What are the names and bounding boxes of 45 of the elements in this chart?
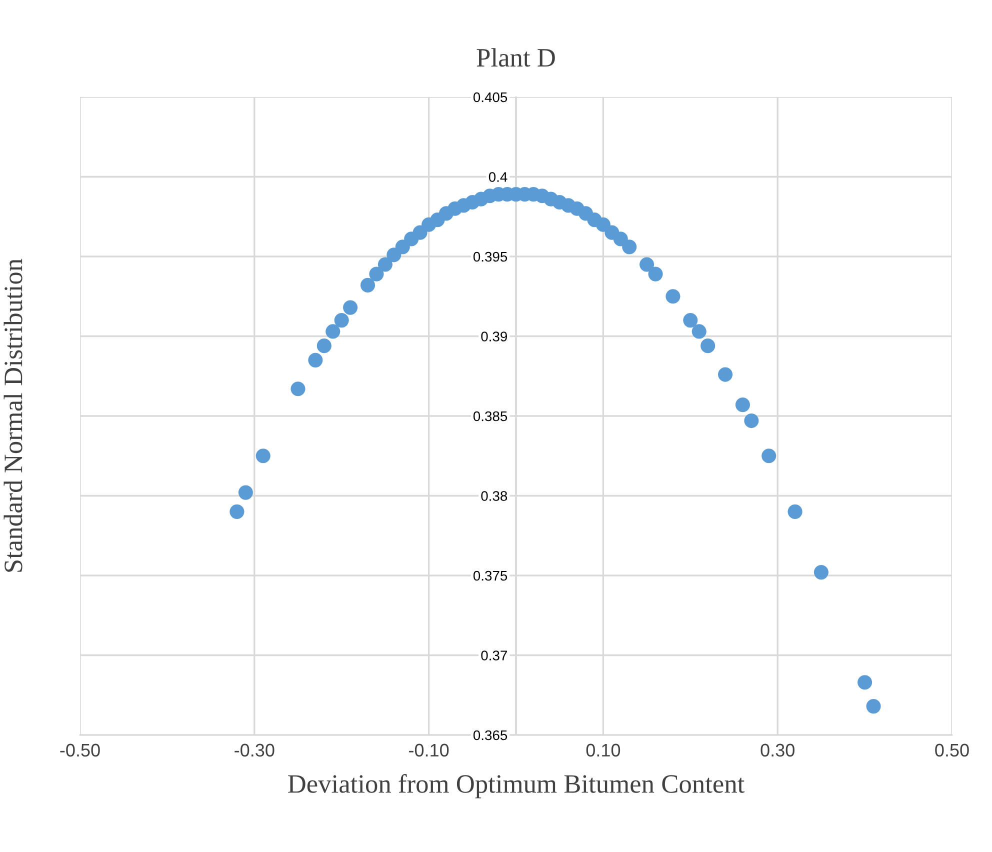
- point: [788, 504, 802, 519]
- point: [622, 240, 637, 254]
- x-tick-label: -0.10: [409, 744, 449, 757]
- x-tick-label: 0.50: [935, 744, 969, 757]
- point: [744, 414, 759, 428]
- point: [666, 289, 680, 304]
- point: [718, 367, 733, 382]
- point: [316, 338, 332, 354]
- point: [326, 324, 340, 339]
- point: [238, 485, 253, 500]
- point: [866, 699, 881, 714]
- point: [360, 278, 376, 292]
- x-axis-title: Deviation from Optimum Bitumen Content: [288, 774, 745, 798]
- x-tick-label: -0.50: [60, 744, 100, 757]
- point: [735, 398, 750, 412]
- point: [683, 313, 698, 328]
- y-tick-label: 0.385: [473, 411, 508, 422]
- point: [308, 352, 323, 368]
- y-tick-label: 0.395: [473, 252, 508, 262]
- point: [700, 338, 716, 354]
- point: [378, 257, 392, 272]
- point: [648, 266, 663, 282]
- y-tick-label: 0.405: [473, 92, 508, 102]
- y-tick-label: 0.38: [481, 491, 508, 501]
- point: [334, 313, 349, 328]
- point: [256, 448, 270, 464]
- point: [814, 565, 828, 580]
- point: [290, 382, 306, 396]
- point: [369, 266, 384, 282]
- point: [692, 324, 706, 339]
- x-tick-label: 0.30: [760, 744, 794, 757]
- point: [858, 675, 872, 690]
- x-tick-label: 0.10: [586, 744, 620, 757]
- y-tick-label: 0.365: [473, 730, 508, 740]
- x-tick-label: -0.30: [234, 744, 274, 757]
- y-tick-label: 0.39: [481, 332, 508, 342]
- chart-title: Plant D: [476, 48, 555, 67]
- y-tick-label: 0.37: [481, 650, 507, 660]
- point: [230, 504, 244, 519]
- y-tick-label: 0.4: [488, 172, 508, 182]
- y-axis-title: Standard Normal Distribution: [4, 258, 22, 572]
- point: [640, 257, 654, 272]
- point: [343, 300, 358, 315]
- point: [762, 448, 776, 464]
- y-tick-label: 0.375: [473, 570, 508, 581]
